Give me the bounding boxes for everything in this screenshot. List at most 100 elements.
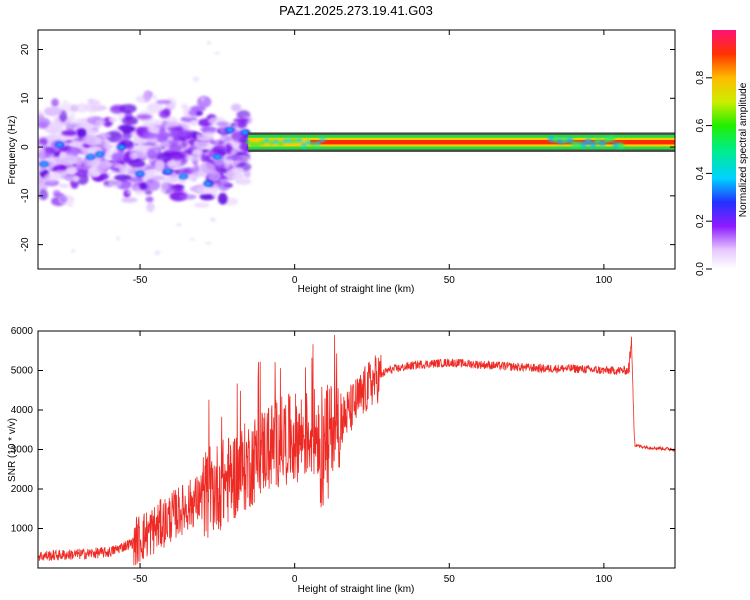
spectral-blob bbox=[164, 169, 171, 174]
spectral-blob bbox=[96, 162, 108, 173]
spectral-blob bbox=[38, 189, 49, 201]
spectral-blob bbox=[136, 114, 152, 120]
spectral-blob bbox=[67, 115, 76, 125]
spectral-blob bbox=[217, 179, 230, 192]
y-tick-label: -10 bbox=[20, 188, 31, 203]
spectral-blob bbox=[146, 202, 155, 213]
y-tick-label: 6000 bbox=[11, 326, 34, 337]
spectral-blob bbox=[169, 143, 183, 153]
colorbar-tick-label: 0.0 bbox=[695, 262, 706, 276]
spectral-blob bbox=[249, 142, 256, 147]
spectrogram-plot: -50 0 50 100 -20 -10 0 10 20 Height of straight … bbox=[7, 29, 676, 295]
spectral-blob bbox=[310, 142, 317, 147]
spectral-blob bbox=[192, 76, 200, 82]
spectral-blob bbox=[63, 122, 79, 131]
spectral-blob bbox=[61, 154, 78, 165]
spectral-blob bbox=[224, 157, 231, 169]
snr-ticks: -50 0 50 100 1000 2000 3000 4000 5000 6000 bbox=[11, 326, 675, 585]
spectral-blob bbox=[98, 132, 111, 139]
y-tick-label: 2000 bbox=[11, 484, 34, 495]
spectral-blob bbox=[305, 140, 312, 145]
spectral-blob bbox=[589, 141, 597, 148]
spectral-blob bbox=[105, 150, 112, 158]
spectral-blob bbox=[194, 140, 199, 145]
spectral-blob bbox=[133, 188, 146, 195]
spectral-blob bbox=[154, 250, 161, 256]
spectral-blob bbox=[145, 196, 154, 203]
spectral-blob bbox=[608, 135, 616, 142]
y-tick-label: 20 bbox=[20, 44, 31, 56]
spectral-blob bbox=[152, 94, 157, 101]
spectral-blob bbox=[70, 249, 76, 253]
spectral-blob bbox=[38, 110, 42, 115]
x-tick-label: 50 bbox=[444, 574, 456, 585]
spectral-blob bbox=[291, 138, 298, 143]
spectral-blob bbox=[216, 121, 231, 127]
spectral-blob bbox=[142, 137, 160, 143]
spectral-blob bbox=[48, 122, 59, 132]
spectral-blob bbox=[225, 155, 244, 161]
spectral-blob bbox=[59, 110, 68, 123]
spectral-blob bbox=[146, 102, 164, 114]
spectral-blob bbox=[287, 138, 294, 143]
spectral-blob bbox=[43, 106, 62, 117]
spectral-blob bbox=[193, 202, 210, 208]
spectral-blob bbox=[153, 119, 162, 126]
spectral-blob bbox=[143, 90, 152, 102]
spectral-blob bbox=[205, 186, 210, 191]
spectral-blob bbox=[296, 138, 303, 143]
spectral-blob bbox=[121, 197, 138, 203]
spectral-blob bbox=[147, 126, 160, 133]
spectral-blob bbox=[126, 190, 132, 195]
spectral-blob bbox=[96, 152, 103, 156]
snr-plot: -50 0 50 100 1000 2000 3000 4000 5000 6000 Height… bbox=[7, 326, 676, 595]
spectral-blob bbox=[159, 188, 167, 193]
colorbar-tick-label: 0.4 bbox=[695, 166, 706, 180]
spectrogram-x-axis-label: Height of straight line (km) bbox=[298, 284, 415, 295]
spectral-blob bbox=[67, 203, 74, 207]
spectral-blob bbox=[259, 140, 266, 145]
spectral-blob bbox=[38, 117, 51, 130]
spectral-blob bbox=[231, 167, 244, 174]
spectral-blob bbox=[617, 142, 625, 149]
spectral-blob bbox=[195, 111, 203, 116]
spectral-blob bbox=[69, 170, 75, 173]
spectral-blob bbox=[114, 164, 126, 169]
spectral-blob bbox=[69, 113, 76, 116]
spectral-blob bbox=[161, 176, 177, 183]
spectral-blob bbox=[199, 193, 215, 201]
spectral-blob bbox=[137, 172, 144, 176]
spectral-blob bbox=[139, 182, 147, 190]
spectral-blob bbox=[111, 152, 125, 162]
spectral-blob bbox=[131, 124, 137, 127]
y-tick-label: 1000 bbox=[11, 524, 34, 535]
spectral-blob bbox=[181, 103, 188, 110]
spectral-blob bbox=[190, 119, 198, 127]
x-tick-label: 0 bbox=[292, 275, 298, 286]
spectrogram-frame bbox=[37, 29, 676, 270]
spectral-blob bbox=[214, 140, 219, 144]
spectral-blob bbox=[199, 162, 216, 173]
y-tick-label: 4000 bbox=[11, 405, 34, 416]
spectral-blob bbox=[170, 152, 184, 161]
spectral-blob bbox=[190, 237, 195, 241]
y-tick-label: -20 bbox=[20, 237, 31, 252]
spectral-blob bbox=[56, 143, 63, 147]
spectral-blob bbox=[77, 128, 87, 138]
spectral-blob bbox=[51, 98, 59, 108]
spectral-blob bbox=[155, 99, 172, 105]
spectral-blob bbox=[171, 184, 183, 190]
spectral-blob bbox=[81, 134, 96, 145]
spectral-blob bbox=[129, 151, 138, 160]
spectral-blob bbox=[172, 132, 191, 138]
spectral-blob bbox=[191, 148, 202, 157]
spectral-blob bbox=[214, 51, 221, 55]
colorbar-label: Normalized spectral amplitude bbox=[738, 82, 749, 217]
x-tick-label: 0 bbox=[292, 574, 298, 585]
spectral-blob bbox=[109, 104, 126, 114]
spectral-blob bbox=[185, 154, 202, 162]
spectral-blob bbox=[242, 130, 249, 135]
spectral-blob bbox=[52, 169, 67, 180]
spectral-blob bbox=[128, 159, 146, 168]
